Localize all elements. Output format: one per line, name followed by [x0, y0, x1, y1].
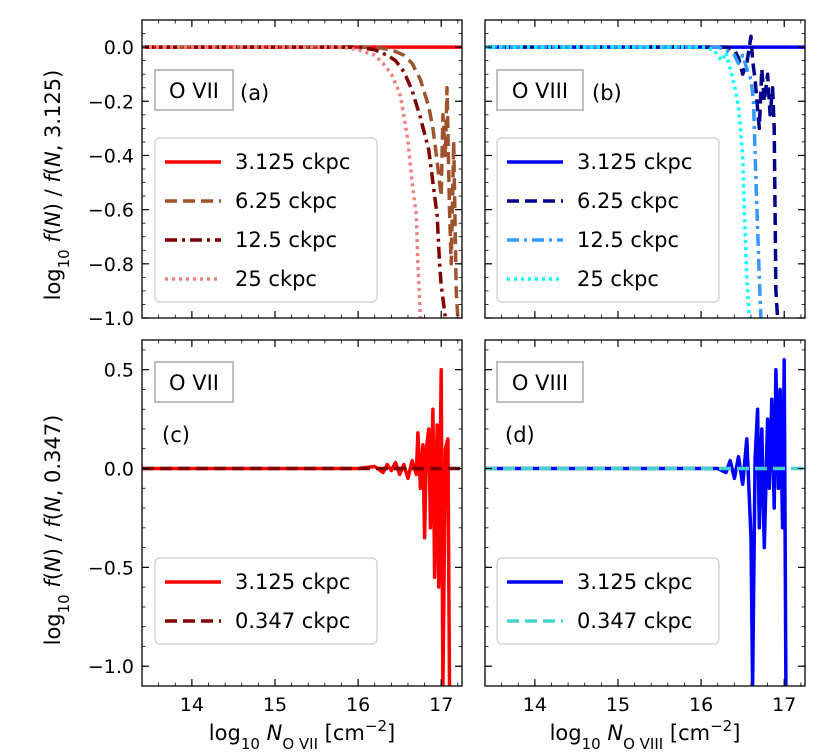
ion-label-b: O VIII — [512, 79, 568, 103]
y-tick-label-c-2: −0.5 — [88, 557, 134, 579]
legend-label-d-1: 0.347 ckpc — [577, 609, 692, 633]
axes-frame-d — [484, 339, 806, 687]
ion-box-b — [496, 69, 584, 111]
x-tick-label-d-0: 14 — [523, 694, 547, 716]
panel-label-b: (b) — [592, 81, 622, 105]
panel-a: 0.0 −0.2 −0.4 −0.6 −0.8 −1.0 O VII (a) 3.125 ckp… — [88, 19, 463, 330]
x-tick-label-c-0: 14 — [180, 694, 204, 716]
legend-label-c-0: 3.125 ckpc — [235, 570, 350, 594]
series-group-a — [142, 45, 462, 318]
y-tick-label-c-3: −1.0 — [88, 656, 134, 678]
panel-label-a: (a) — [240, 81, 269, 105]
legend-label-a-2: 12.5 ckpc — [235, 228, 337, 252]
panel-label-c: (c) — [162, 423, 190, 447]
x-tick-label-d-2: 16 — [689, 694, 713, 716]
y-tick-label-a-1: −0.2 — [88, 91, 134, 113]
ion-label-a: O VII — [169, 79, 219, 103]
y-tick-label-a-4: −0.8 — [88, 254, 134, 276]
legend-label-b-0: 3.125 ckpc — [577, 150, 692, 174]
legend-label-c-1: 0.347 ckpc — [235, 609, 350, 633]
y-axis-label-top: log10 f(N) / f(N, 3.125) — [41, 70, 73, 301]
panel-d: 14 15 16 17 O VIII (d) 3.125 ckpc 0.347 ckpc — [484, 339, 806, 716]
axes-frame-c — [141, 339, 463, 687]
legend-label-a-3: 25 ckpc — [235, 267, 317, 291]
panel-c: 14 15 16 17 0.5 0.0 −0.5 −1.0 O VII (c) 3.125 ckpc… — [88, 339, 463, 716]
ion-label-c: O VII — [169, 371, 219, 395]
y-tick-label-c-1: 0.0 — [104, 459, 134, 481]
ion-box-d — [496, 361, 584, 403]
panel-b: O VIII (b) 3.125 ckpc 6.25 ckpc 12.5 ckpc 25 … — [484, 19, 806, 319]
legend-label-a-0: 3.125 ckpc — [235, 150, 350, 174]
x-tick-label-d-3: 17 — [772, 694, 796, 716]
legend-label-a-1: 6.25 ckpc — [235, 189, 337, 213]
y-tick-label-a-0: 0.0 — [104, 37, 134, 59]
legend-label-d-0: 3.125 ckpc — [577, 570, 692, 594]
series-group-b — [485, 34, 805, 318]
x-axis-label-left: log10 NO VII [cm−2] — [209, 717, 395, 753]
ion-box-a — [154, 69, 234, 111]
y-tick-label-c-0: 0.5 — [104, 360, 134, 382]
series-group-d — [485, 358, 805, 686]
ion-label-d: O VIII — [512, 371, 568, 395]
series-line-d-0 — [485, 358, 788, 686]
panel-label-d: (d) — [505, 423, 535, 447]
y-axis-label-bottom: log10 f(N) / f(N, 0.347) — [41, 415, 73, 646]
y-tick-label-a-2: −0.4 — [88, 145, 134, 167]
x-tick-label-c-3: 17 — [429, 694, 453, 716]
x-tick-label-c-1: 15 — [263, 694, 287, 716]
legend-label-b-1: 6.25 ckpc — [577, 189, 679, 213]
series-line-a-1 — [142, 45, 460, 318]
series-line-c-0 — [142, 367, 452, 686]
panels: 0.0 −0.2 −0.4 −0.6 −0.8 −1.0 O VII (a) 3.125 ckp… — [88, 19, 806, 716]
y-tick-label-a-5: −1.0 — [88, 308, 134, 330]
x-axis-label-right: log10 NO VIII [cm−2] — [550, 717, 741, 753]
series-line-a-2 — [142, 45, 448, 318]
ion-box-c — [154, 361, 234, 403]
series-group-c — [142, 367, 462, 686]
series-line-b-1 — [485, 34, 780, 318]
legend-label-b-3: 25 ckpc — [577, 267, 659, 291]
series-line-b-3 — [485, 45, 752, 318]
x-tick-label-d-1: 15 — [606, 694, 630, 716]
series-line-b-2 — [485, 45, 763, 318]
y-tick-label-a-3: −0.6 — [88, 200, 134, 222]
legend-label-b-2: 12.5 ckpc — [577, 228, 679, 252]
x-tick-label-c-2: 16 — [346, 694, 370, 716]
legend-box-a — [154, 137, 378, 303]
legend-box-b — [496, 137, 720, 303]
